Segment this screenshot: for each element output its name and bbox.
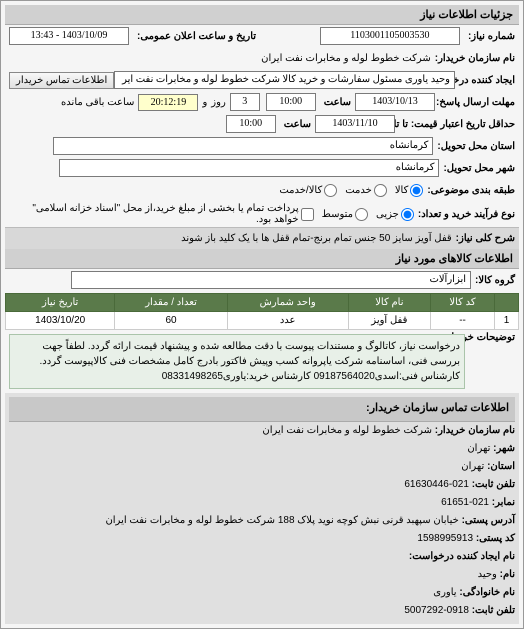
c-fax-label: نمابر: [492, 497, 515, 508]
table-header: واحد شمارش [227, 294, 348, 312]
table-cell: 1 [494, 312, 518, 330]
goods-group-label: گروه کالا: [471, 275, 515, 286]
price-deadline-time: 10:00 [226, 115, 276, 133]
budget-option-0[interactable]: کالا [395, 184, 424, 197]
table-cell: -- [431, 312, 495, 330]
price-deadline-label: حداقل تاریخ اعتبار قیمت: تا تاریخ: [395, 119, 515, 130]
description-row: توضیحات خریدار: درخواست نیاز، کاتالوگ و … [5, 330, 519, 393]
process-option-1[interactable]: متوسط [322, 208, 368, 221]
table-header: کد کالا [431, 294, 495, 312]
table-row[interactable]: 1--قفل آویزعدد601403/10/20 [6, 312, 519, 330]
c-fname-value: وحید [478, 569, 497, 580]
deadline-date: 1403/10/13 [355, 93, 435, 111]
deadline-countdown: 20:12:19 [138, 94, 198, 111]
creator-row: ایجاد کننده درخواست: وحید یاوری مسئول سف… [5, 69, 519, 91]
buyer-name-value: شرکت خطوط لوله و مخابرات نفت ایران [261, 53, 431, 64]
deadline-time-label: ساعت [320, 97, 351, 108]
treasury-note: پرداخت تمام یا بخشی از مبلغ خرید،از محل … [9, 203, 299, 225]
budget-type-label: طبقه بندی موضوعی: [423, 185, 515, 196]
table-cell: 1403/10/20 [6, 312, 115, 330]
need-title-value: قفل آویز سایز 50 جنس تمام برنج-تمام قفل … [181, 233, 452, 244]
city-label: شهر محل تحویل: [439, 163, 515, 174]
buyer-name-label: نام سازمان خریدار: [431, 53, 515, 64]
c-postal-value: 1598995913 [417, 533, 473, 544]
c-address-label: آدرس پستی: [462, 515, 515, 526]
table-header: تعداد / مقدار [115, 294, 227, 312]
budget-option-1[interactable]: خدمت [345, 184, 387, 197]
price-deadline-row: حداقل تاریخ اعتبار قیمت: تا تاریخ: 1403/… [5, 113, 519, 135]
deadline-time: 10:00 [266, 93, 316, 111]
c-province-value: تهران [461, 461, 484, 472]
buyer-name-row: نام سازمان خریدار: شرکت خطوط لوله و مخاب… [5, 47, 519, 69]
c-org-label: نام سازمان خریدار: [435, 425, 515, 436]
price-deadline-date: 1403/11/10 [315, 115, 395, 133]
c-city-label: شهر: [493, 443, 515, 454]
deadline-label: مهلت ارسال پاسخ: [435, 97, 515, 108]
table-header: تاریخ نیاز [6, 294, 115, 312]
budget-option-2[interactable]: کالا/خدمت [279, 184, 337, 197]
table-cell: قفل آویز [348, 312, 431, 330]
need-title-row: شرح کلی نیاز: قفل آویز سایز 50 جنس تمام … [5, 227, 519, 249]
c-lname-label: نام خانوادگی: [459, 587, 515, 598]
goods-group-value: ابزارآلات [71, 271, 471, 289]
c-phone-label: تلفن ثابت: [472, 479, 515, 490]
table-header: نام کالا [348, 294, 431, 312]
deadline-days: 3 [230, 93, 260, 111]
creator-value: وحید یاوری مسئول سفارشات و خرید کالا شرک… [114, 71, 455, 89]
announce-date-label: تاریخ و ساعت اعلان عمومی: [133, 31, 256, 42]
c-city-value: تهران [467, 443, 490, 454]
c-postal-label: کد پستی: [476, 533, 515, 544]
goods-info-header: اطلاعات کالاهای مورد نیاز [5, 249, 519, 269]
main-panel: جزئیات اطلاعات نیاز شماره نیاز: 11030011… [0, 0, 524, 629]
c-reqname-label: نام ایجاد کننده درخواست: [409, 551, 515, 562]
announce-date-value: 1403/10/09 - 13:43 [9, 27, 129, 45]
contact-header: اطلاعات تماس سازمان خریدار: [9, 397, 515, 422]
description-text: درخواست نیاز، کاتالوگ و مستندات پیوست با… [9, 334, 465, 389]
need-info-header: جزئیات اطلاعات نیاز [5, 5, 519, 25]
deadline-row: مهلت ارسال پاسخ: 1403/10/13 ساعت 10:00 3… [5, 91, 519, 113]
c-address-value: خیابان سپهبد قرنی نبش کوچه نوید پلاک 188… [105, 515, 458, 526]
price-deadline-time-label: ساعت [280, 119, 311, 130]
city-value: کرمانشاه [59, 159, 439, 177]
c-org-value: شرکت خطوط لوله و مخابرات نفت ایران [262, 425, 432, 436]
province-row: استان محل تحویل: کرمانشاه [5, 135, 519, 157]
process-type-row: نوع فرآیند خرید و تعداد: جزیی متوسط پردا… [5, 201, 519, 227]
deadline-day-label: روز [211, 97, 226, 108]
c-mobile-value: 0918-5007292 [404, 605, 469, 616]
need-number-row: شماره نیاز: 1103001105003530 تاریخ و ساع… [5, 25, 519, 47]
need-no-value: 1103001105003530 [320, 27, 460, 45]
table-cell: عدد [227, 312, 348, 330]
c-lname-value: یاوری [433, 587, 456, 598]
table-header [494, 294, 518, 312]
table-cell: 60 [115, 312, 227, 330]
goods-table: کد کالانام کالاواحد شمارشتعداد / مقدارتا… [5, 293, 519, 330]
province-label: استان محل تحویل: [433, 141, 515, 152]
c-fname-label: نام: [500, 569, 515, 580]
c-fax-value: 021-61651 [441, 497, 489, 508]
treasury-checkbox[interactable] [301, 208, 314, 221]
creator-label: ایجاد کننده درخواست: [455, 75, 515, 86]
c-province-label: استان: [487, 461, 515, 472]
c-phone-value: 021-61630446 [404, 479, 469, 490]
process-option-0[interactable]: جزیی [376, 208, 414, 221]
contact-section: اطلاعات تماس سازمان خریدار: نام سازمان خ… [5, 393, 519, 624]
deadline-and: و [202, 97, 207, 108]
deadline-remaining: ساعت باقی مانده [61, 97, 134, 108]
city-row: شهر محل تحویل: کرمانشاه [5, 157, 519, 179]
budget-type-row: طبقه بندی موضوعی: کالا خدمت کالا/خدمت [5, 179, 519, 201]
c-mobile-label: تلفن ثابت: [472, 605, 515, 616]
contact-buyer-button[interactable]: اطلاعات تماس خریدار [9, 72, 114, 89]
process-type-label: نوع فرآیند خرید و تعداد: [414, 209, 515, 220]
need-title-label: شرح کلی نیاز: [452, 233, 515, 244]
goods-group-row: گروه کالا: ابزارآلات [5, 269, 519, 291]
province-value: کرمانشاه [53, 137, 433, 155]
description-label: توضیحات خریدار: [465, 332, 515, 343]
need-no-label: شماره نیاز: [464, 31, 515, 42]
